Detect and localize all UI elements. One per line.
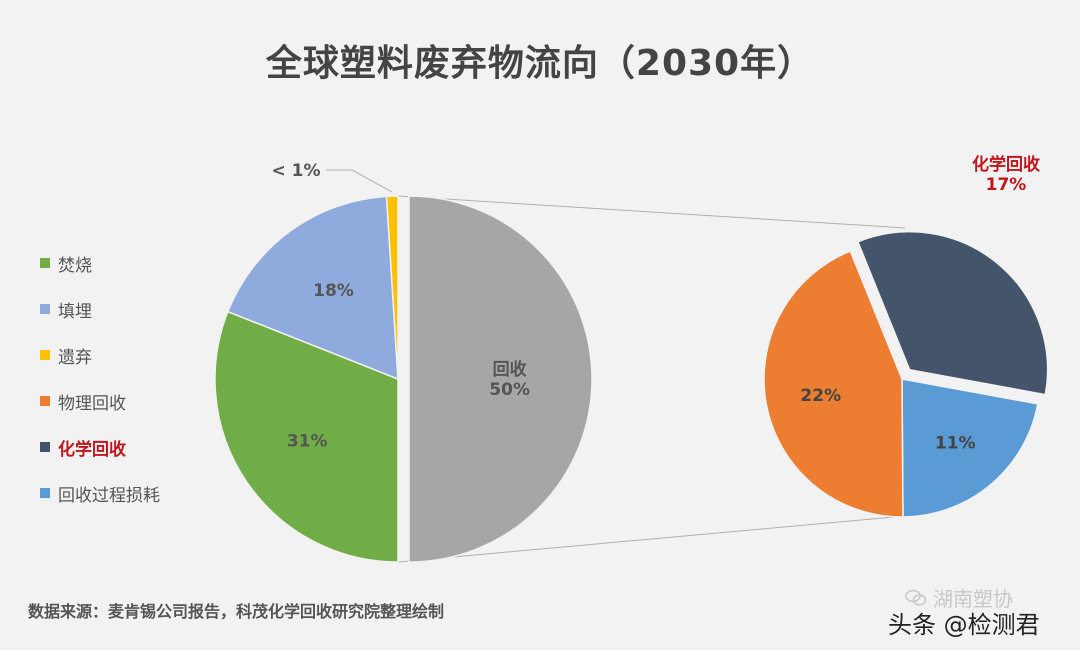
- pie-slice: [385, 195, 399, 380]
- data-label: 22%: [800, 386, 841, 406]
- data-label: < 1%: [271, 161, 320, 181]
- legend: 焚烧填埋遗弃物理回收化学回收回收过程损耗: [40, 240, 160, 516]
- pie-slice: [214, 310, 399, 563]
- data-label: 31%: [287, 432, 328, 452]
- legend-item: 回收过程损耗: [40, 470, 160, 516]
- wechat-icon: [905, 589, 927, 606]
- pie-slice: [226, 195, 399, 381]
- legend-item: 焚烧: [40, 240, 160, 286]
- watermark-wechat: 湖南塑协: [905, 583, 1013, 612]
- legend-label: 填埋: [58, 301, 92, 322]
- watermark-text-1: 湖南塑协: [933, 587, 1013, 611]
- legend-item: 填埋: [40, 286, 160, 332]
- pie-slice: [901, 378, 1039, 518]
- legend-label: 焚烧: [58, 255, 92, 276]
- legend-item: 遗弃: [40, 332, 160, 378]
- pie-slice: [856, 231, 1049, 396]
- legend-item: 化学回收: [40, 424, 160, 470]
- leader-line: [326, 169, 393, 193]
- legend-swatch: [40, 304, 50, 314]
- legend-label: 遗弃: [58, 347, 92, 368]
- data-source-note: 数据来源：麦肯锡公司报告，科茂化学回收研究院整理绘制: [28, 602, 445, 621]
- legend-swatch: [40, 488, 50, 498]
- data-label: 18%: [313, 281, 354, 301]
- legend-swatch: [40, 396, 50, 406]
- chart-title: 全球塑料废弃物流向（2030年）: [265, 43, 815, 84]
- legend-label: 化学回收: [58, 439, 126, 460]
- connector-line-top: [397, 195, 906, 229]
- pie-slice: [408, 195, 593, 563]
- legend-swatch: [40, 258, 50, 268]
- data-label: 化学回收 17%: [972, 154, 1040, 195]
- connector-line-bottom: [397, 515, 906, 563]
- legend-swatch: [40, 442, 50, 452]
- pie-slice: [763, 250, 904, 518]
- legend-label: 回收过程损耗: [58, 485, 160, 506]
- legend-item: 物理回收: [40, 378, 160, 424]
- legend-label: 物理回收: [58, 393, 126, 414]
- data-label: 回收 50%: [489, 359, 530, 400]
- watermark-toutiao: 头条 @检测君: [888, 611, 1040, 639]
- data-label: 11%: [935, 433, 976, 453]
- legend-swatch: [40, 350, 50, 360]
